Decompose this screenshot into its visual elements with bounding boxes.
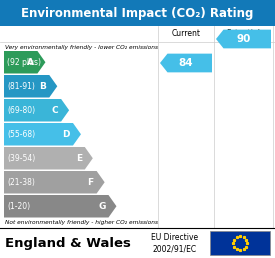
Text: England & Wales: England & Wales bbox=[5, 237, 131, 249]
Text: F: F bbox=[87, 178, 94, 187]
Text: EU Directive
2002/91/EC: EU Directive 2002/91/EC bbox=[152, 233, 199, 253]
Text: E: E bbox=[76, 154, 82, 163]
Polygon shape bbox=[4, 99, 69, 122]
Polygon shape bbox=[160, 54, 212, 72]
Text: (1-20): (1-20) bbox=[7, 202, 30, 211]
Text: Environmental Impact (CO₂) Rating: Environmental Impact (CO₂) Rating bbox=[21, 6, 254, 20]
Text: (69-80): (69-80) bbox=[7, 106, 35, 115]
Polygon shape bbox=[216, 30, 271, 48]
Polygon shape bbox=[4, 75, 57, 98]
Text: (55-68): (55-68) bbox=[7, 130, 35, 139]
Bar bbox=[0, 0, 275, 26]
Bar bbox=[210, 231, 270, 255]
Text: (21-38): (21-38) bbox=[7, 178, 35, 187]
Text: 90: 90 bbox=[236, 34, 251, 44]
Text: B: B bbox=[39, 82, 46, 91]
Text: D: D bbox=[62, 130, 70, 139]
Polygon shape bbox=[4, 123, 81, 146]
Text: Not environmentally friendly - higher CO₂ emissions: Not environmentally friendly - higher CO… bbox=[5, 220, 158, 225]
Polygon shape bbox=[4, 171, 105, 194]
Text: G: G bbox=[98, 202, 106, 211]
Text: Very environmentally friendly - lower CO₂ emissions: Very environmentally friendly - lower CO… bbox=[5, 45, 158, 50]
Text: A: A bbox=[28, 58, 34, 67]
Text: (39-54): (39-54) bbox=[7, 154, 35, 163]
Text: Current: Current bbox=[172, 29, 200, 38]
Polygon shape bbox=[4, 51, 45, 74]
Text: 84: 84 bbox=[179, 58, 193, 68]
Text: (81-91): (81-91) bbox=[7, 82, 35, 91]
Text: C: C bbox=[51, 106, 58, 115]
Text: Potential: Potential bbox=[227, 29, 260, 38]
Polygon shape bbox=[4, 147, 93, 170]
Polygon shape bbox=[4, 195, 117, 217]
Text: (92 plus): (92 plus) bbox=[7, 58, 41, 67]
